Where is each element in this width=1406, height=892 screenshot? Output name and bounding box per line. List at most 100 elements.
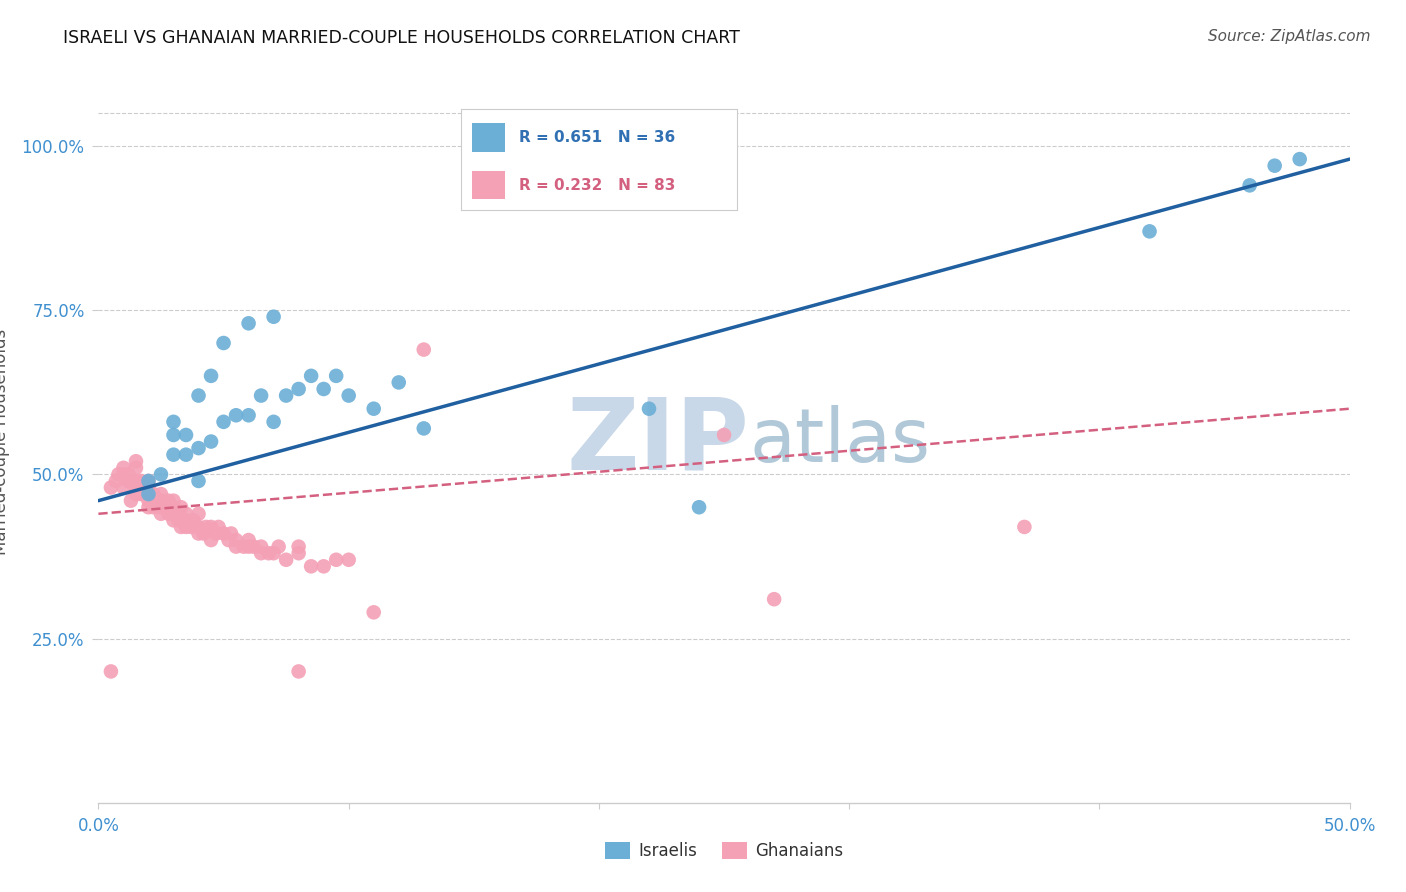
Point [112,460,135,475]
Point [312,382,335,396]
Point [267,540,290,554]
Point [200,368,222,383]
Point [125,487,148,501]
Point [107,467,129,482]
Point [212,336,235,351]
Point [112,467,135,482]
Point [299,368,322,383]
Point [120,493,142,508]
Point [125,474,148,488]
Point [138,493,160,508]
Text: atlas: atlas [749,405,931,478]
Point [257,546,280,560]
Point [129,487,152,501]
Point [187,526,209,541]
Text: ZIP: ZIP [567,393,749,490]
Point [225,540,247,554]
Point [287,546,309,560]
Point [162,513,184,527]
Point [263,310,285,324]
Legend: Israelis, Ghanaians: Israelis, Ghanaians [598,835,851,867]
Point [157,507,180,521]
Point [112,481,135,495]
Point [174,520,197,534]
Point [1139,224,1161,238]
Point [200,520,222,534]
Point [100,665,122,679]
Point [150,467,173,482]
Point [167,513,190,527]
Point [162,507,184,521]
Point [312,559,335,574]
Point [132,481,155,495]
Point [200,533,222,547]
Point [138,481,160,495]
Point [150,500,173,515]
Point [263,546,285,560]
Point [337,388,360,402]
Point [207,520,229,534]
Point [713,428,735,442]
Point [117,474,139,488]
Point [167,507,190,521]
Point [162,500,184,515]
Point [200,434,222,449]
Point [150,493,173,508]
Point [325,553,347,567]
Point [142,500,165,515]
Point [187,507,209,521]
Point [138,487,160,501]
Point [100,481,122,495]
Point [117,467,139,482]
Point [238,316,260,330]
Point [212,526,235,541]
Text: Source: ZipAtlas.com: Source: ZipAtlas.com [1208,29,1371,44]
Point [412,343,434,357]
Point [287,540,309,554]
Y-axis label: Married-couple Households: Married-couple Households [0,328,10,555]
Point [274,388,298,402]
Point [763,592,786,607]
Point [174,507,197,521]
Point [388,376,411,390]
Point [250,388,273,402]
Point [187,474,209,488]
Point [142,487,165,501]
Point [1264,159,1286,173]
Point [212,415,235,429]
Point [174,448,197,462]
Point [325,368,347,383]
Point [232,540,254,554]
Point [299,559,322,574]
Text: ISRAELI VS GHANAIAN MARRIED-COUPLE HOUSEHOLDS CORRELATION CHART: ISRAELI VS GHANAIAN MARRIED-COUPLE HOUSE… [63,29,740,46]
Point [187,520,209,534]
Point [129,474,152,488]
Point [688,500,710,515]
Point [238,409,260,423]
Point [219,526,242,541]
Point [157,493,180,508]
Point [225,533,247,547]
Point [263,415,285,429]
Point [162,493,184,508]
Point [363,605,385,619]
Point [125,454,148,468]
Point [170,520,193,534]
Point [287,665,309,679]
Point [1239,178,1261,193]
Point [195,520,218,534]
Point [155,500,177,515]
Point [138,487,160,501]
Point [150,507,173,521]
Point [1014,520,1036,534]
Point [1288,152,1310,166]
Point [238,533,260,547]
Point [132,487,155,501]
Point [183,513,205,527]
Point [174,428,197,442]
Point [242,540,264,554]
Point [162,415,184,429]
Point [274,553,298,567]
Point [250,546,273,560]
Point [337,553,360,567]
